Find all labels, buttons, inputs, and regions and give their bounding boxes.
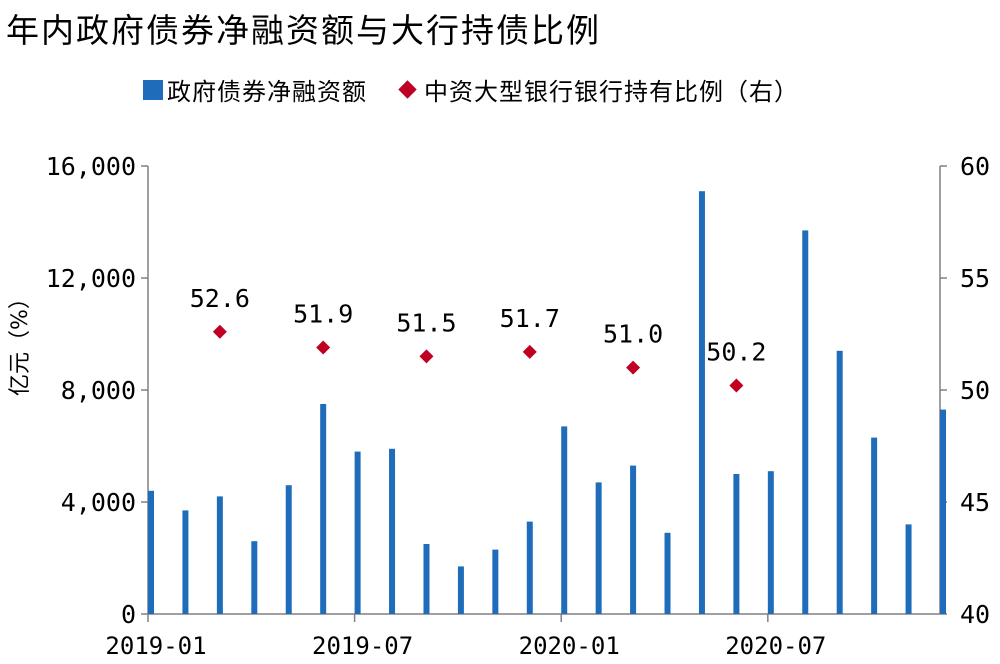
bar: [733, 474, 739, 614]
diamonds-group: 52.6 51.9 51.5 51.7 51.0 50.2: [190, 284, 767, 393]
diamond-point: [213, 325, 227, 339]
right-tick-label: 40: [960, 600, 990, 629]
bar: [286, 485, 292, 614]
diamond-data-label: 51.7: [500, 304, 560, 333]
bar: [768, 471, 774, 614]
bar: [596, 482, 602, 614]
bar: [802, 230, 808, 614]
left-tick-label: 0: [121, 600, 136, 629]
bar: [699, 191, 705, 614]
right-tick-label: 60: [960, 152, 990, 181]
bar: [355, 452, 361, 614]
x-tick-label: 2020-07: [725, 632, 826, 660]
diamond-point: [729, 379, 743, 393]
diamond-data-label: 50.2: [706, 338, 766, 367]
x-tick-label: 2019-01: [105, 632, 206, 660]
bar: [630, 466, 636, 614]
left-tick-label: 12,000: [46, 264, 136, 293]
left-tick-label: 4,000: [61, 488, 136, 517]
bars-group: [148, 191, 946, 614]
bar: [458, 566, 464, 614]
diamond-data-label: 51.9: [293, 299, 353, 328]
left-tick-label: 8,000: [61, 376, 136, 405]
bar: [389, 449, 395, 614]
bar: [492, 550, 498, 614]
x-tick-label: 2020-01: [519, 632, 620, 660]
diamond-point: [419, 349, 433, 363]
bar: [251, 541, 257, 614]
bar: [871, 438, 877, 614]
bar: [320, 404, 326, 614]
left-tick-label: 16,000: [46, 152, 136, 181]
bar: [561, 426, 567, 614]
right-tick-label: 55: [960, 264, 990, 293]
diamond-data-label: 52.6: [190, 284, 250, 313]
bar: [906, 524, 912, 614]
diamond-point: [316, 340, 330, 354]
bar: [940, 410, 946, 614]
diamond-point: [523, 345, 537, 359]
right-tick-label: 50: [960, 376, 990, 405]
diamond-data-label: 51.0: [603, 320, 663, 349]
bar: [665, 533, 671, 614]
diamond-point: [626, 361, 640, 375]
bar: [837, 351, 843, 614]
bar: [182, 510, 188, 614]
bar: [423, 544, 429, 614]
bar: [527, 522, 533, 614]
bar: [217, 496, 223, 614]
x-tick-label: 2019-07: [312, 632, 413, 660]
bar: [148, 491, 154, 614]
diamond-data-label: 51.5: [396, 308, 456, 337]
right-tick-label: 45: [960, 488, 990, 517]
